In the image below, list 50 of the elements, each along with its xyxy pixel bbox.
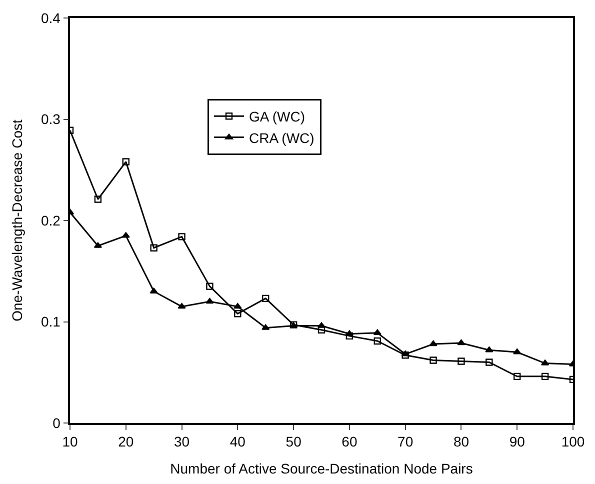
point	[206, 298, 214, 304]
y-tick-label: 0	[52, 414, 61, 431]
point	[150, 244, 158, 252]
legend-label: GA (WC)	[249, 108, 305, 125]
x-tick-label: 60	[342, 434, 358, 450]
point	[486, 358, 493, 366]
point	[122, 232, 130, 238]
point	[234, 310, 242, 318]
point	[513, 348, 522, 354]
point	[345, 330, 354, 336]
y-tick-label: 0.1	[40, 314, 61, 330]
point	[485, 346, 494, 352]
y-tick-label: 0.2	[40, 212, 61, 228]
point	[318, 326, 326, 334]
point	[430, 356, 437, 364]
point	[346, 332, 354, 340]
point	[234, 302, 242, 309]
x-axis-title: Number of Active Source-Destination Node Pairs	[170, 460, 473, 476]
x-tick-label: 80	[453, 434, 470, 450]
x-tick-label: 90	[509, 434, 526, 450]
point	[541, 372, 549, 380]
point	[541, 360, 550, 366]
point	[262, 324, 270, 330]
point	[122, 158, 130, 166]
x-tick-label: 100	[561, 434, 585, 450]
point	[178, 233, 186, 240]
point	[150, 288, 158, 294]
y-tick-label: 0.3	[40, 111, 61, 128]
point	[429, 340, 438, 346]
y-tick-label: 0.4	[40, 10, 61, 26]
point	[402, 352, 409, 359]
y-axis-title: One-Wavelength-Decrease Cost	[9, 120, 26, 322]
point	[94, 196, 102, 203]
legend-label: CRA (WC)	[249, 130, 314, 146]
point	[514, 372, 521, 380]
point	[457, 339, 466, 346]
point	[458, 358, 465, 365]
x-tick-label: 30	[174, 434, 190, 450]
point	[374, 337, 381, 345]
point	[206, 282, 214, 290]
x-tick-label: 40	[230, 434, 246, 450]
x-tick-label: 10	[62, 434, 78, 450]
x-tick-label: 70	[398, 434, 414, 450]
x-tick-label: 50	[286, 434, 302, 450]
point	[373, 329, 382, 335]
point	[178, 302, 186, 309]
x-tick-label: 20	[118, 434, 134, 450]
point	[262, 294, 270, 302]
point	[94, 242, 102, 248]
point	[401, 350, 410, 356]
